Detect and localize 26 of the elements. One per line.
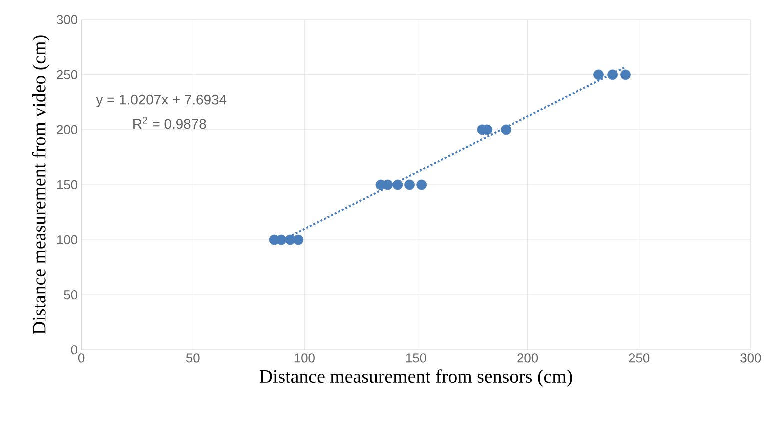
y-tick-label: 0 [71,346,78,355]
y-tick-label: 50 [64,290,78,300]
y-tick-label: 200 [57,126,78,135]
point [293,235,304,246]
point [392,180,404,190]
annotation: y = 1.0207x + 7.6934 [96,95,227,108]
point [608,70,618,80]
y-tick-label: 250 [57,70,78,80]
x-axis-title: Distance measurement from sensors (cm) [260,370,572,388]
x-tick-label: 300 [740,354,762,363]
y-tick-label: 300 [56,15,78,25]
x-tick-label: 0 [78,354,85,363]
point [594,70,604,80]
point [416,180,427,190]
y-tick-label: 100 [57,236,78,245]
annotation: R$^{2}$ = 0.9878 [134,117,206,130]
x-tick-label: 250 [629,354,650,363]
x-tick-label: 50 [186,354,200,363]
y-axis-title: Distance measurement from video (cm) [32,36,50,335]
x-tick-label: 150 [406,354,427,363]
x-tick-label: 100 [294,354,315,363]
x-tick-label: 200 [518,354,538,363]
y-tick-label: 150 [57,180,78,190]
point [404,180,415,190]
point [501,124,512,136]
point [620,70,631,80]
